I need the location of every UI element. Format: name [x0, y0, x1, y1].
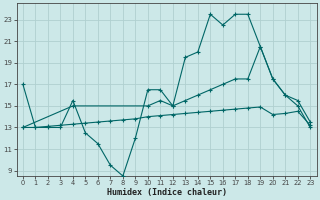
X-axis label: Humidex (Indice chaleur): Humidex (Indice chaleur)	[107, 188, 227, 197]
